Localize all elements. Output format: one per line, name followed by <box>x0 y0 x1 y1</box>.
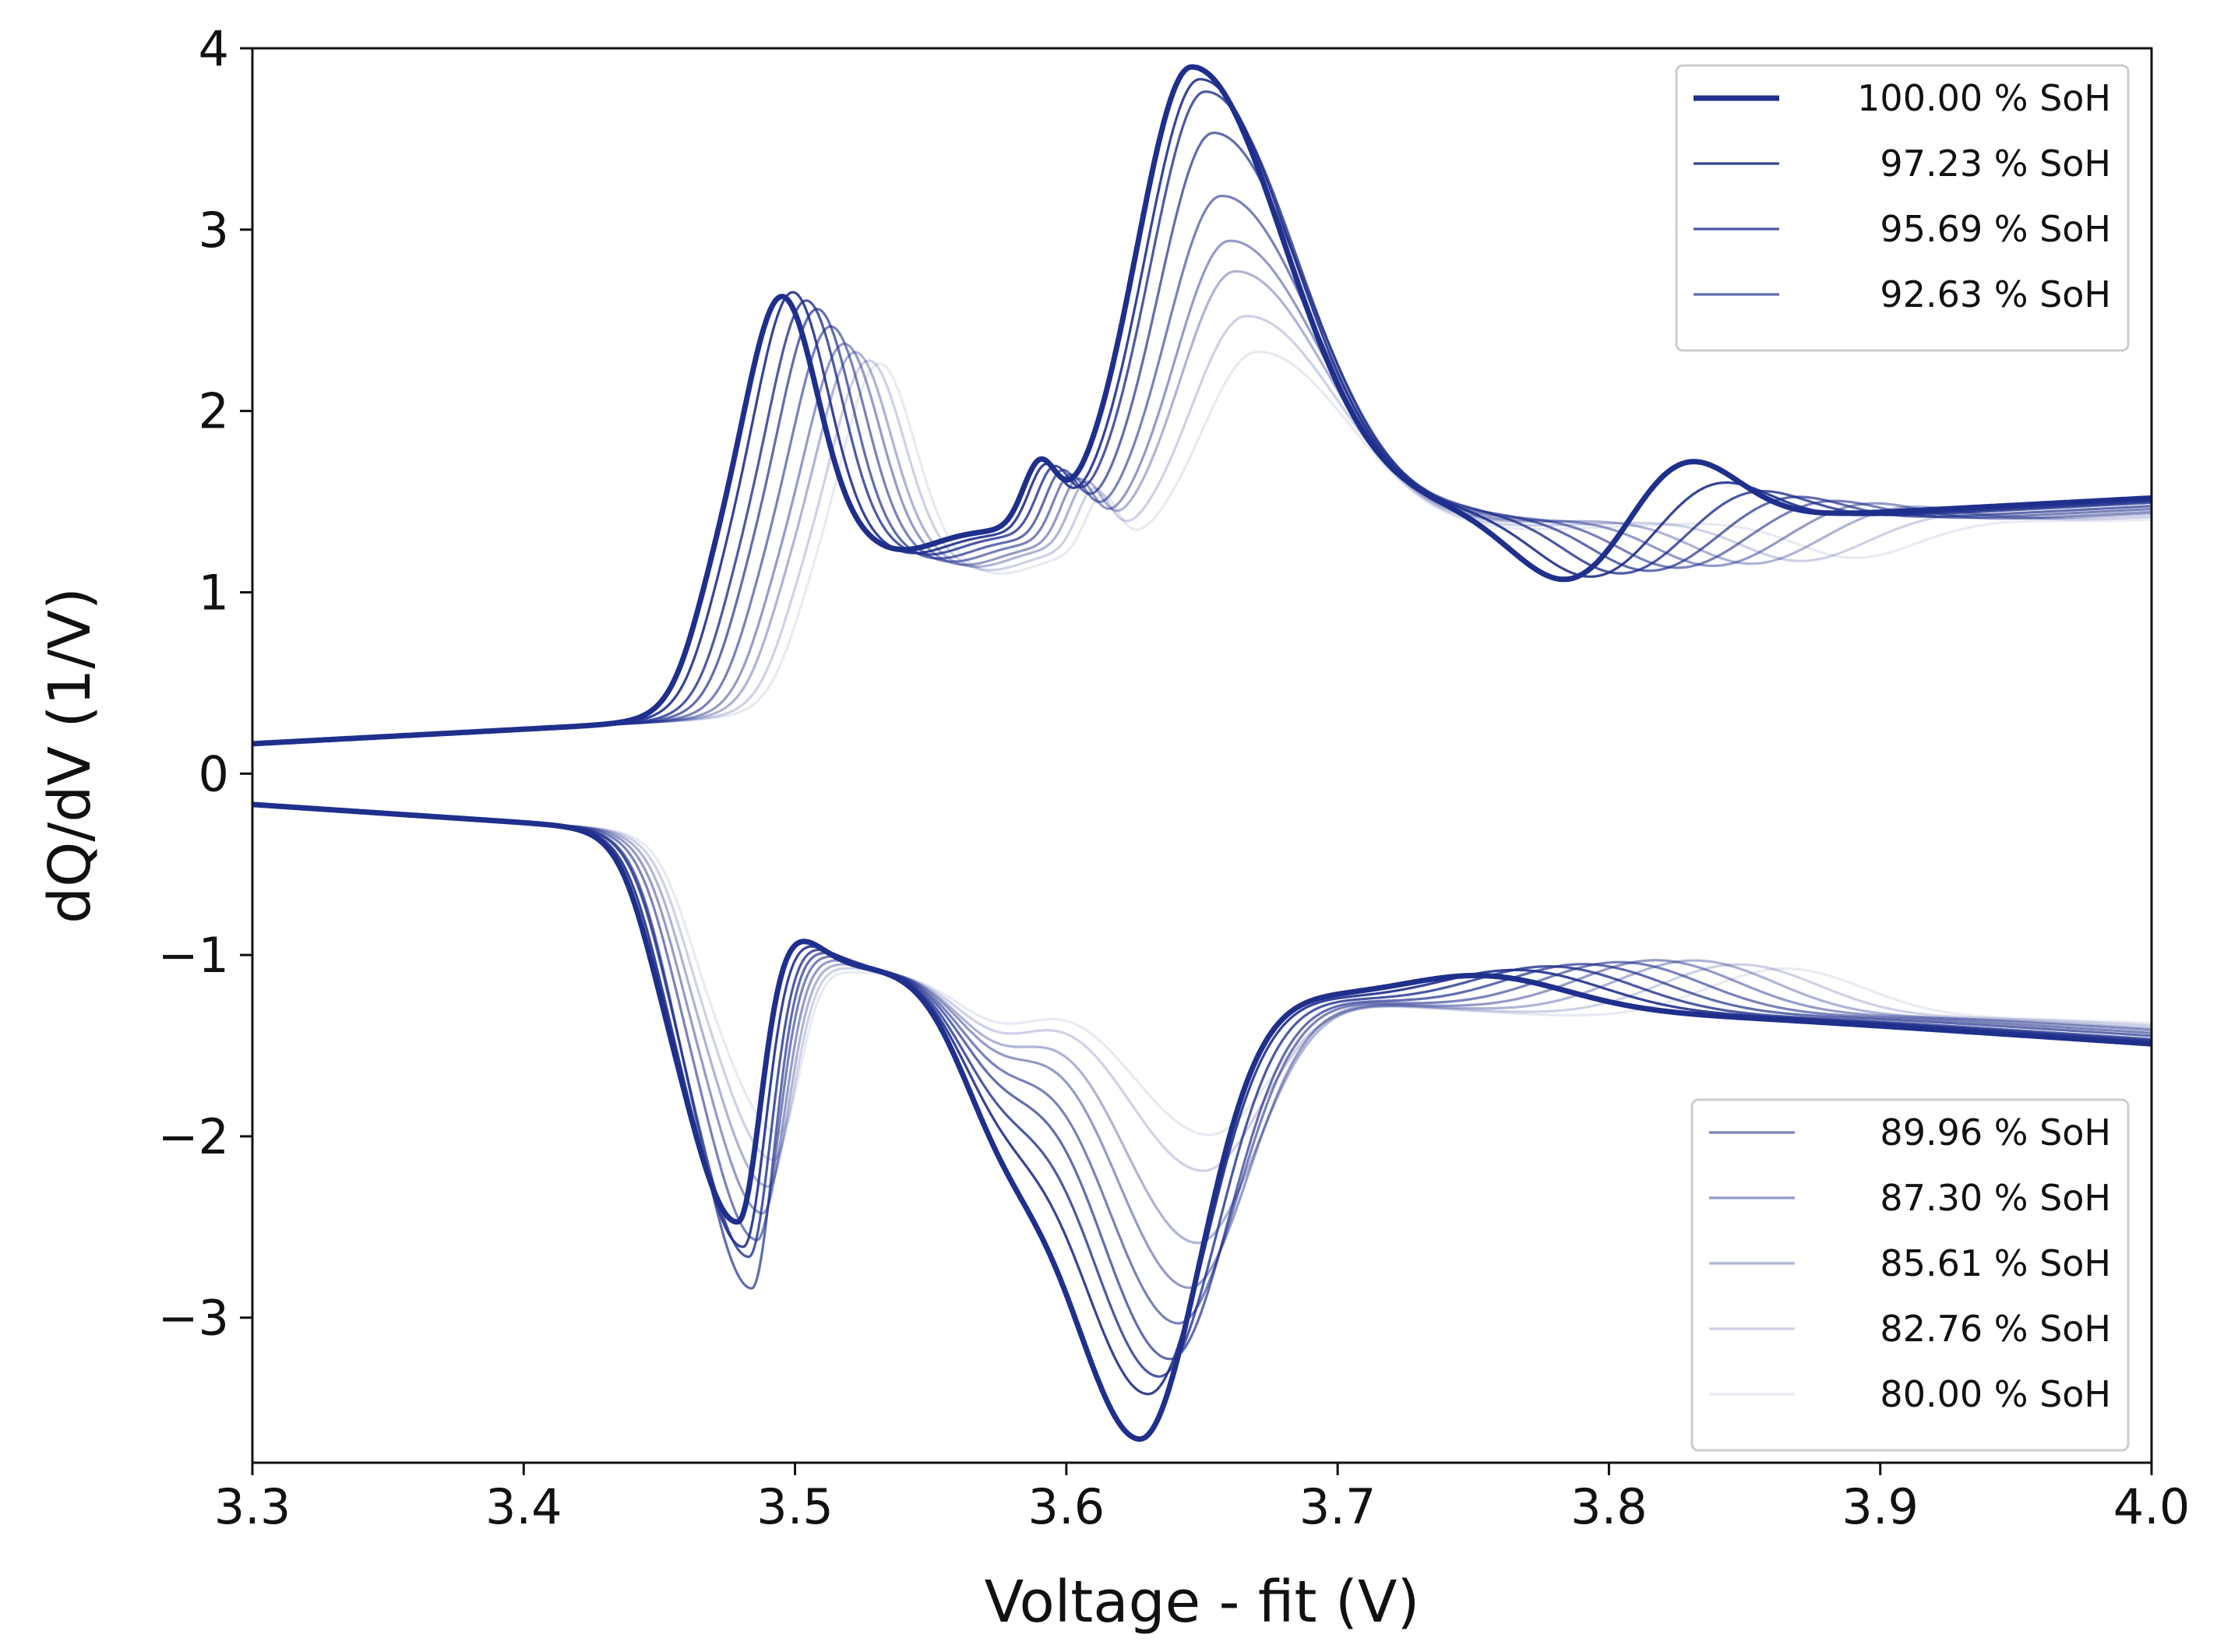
y-tick-label: −1 <box>158 927 229 984</box>
plot-frame <box>251 47 2153 1464</box>
legend-lower: 89.96 % SoH 87.30 % SoH 85.61 % SoH 82.76 %… <box>1690 1098 2130 1452</box>
x-tick-label: 3.6 <box>1028 1478 1105 1535</box>
y-axis: 4 3 2 1 0 −1 −2 −3 <box>158 20 252 1347</box>
x-axis: 3.3 3.4 3.5 3.6 3.7 3.8 3.9 4.0 <box>214 1463 2191 1535</box>
y-tick-label: 2 <box>199 383 229 440</box>
legend-entry-label: 85.61 % SoH <box>1880 1242 2111 1284</box>
legend-box <box>1675 64 2130 352</box>
x-axis-title: Voltage - fit (V) <box>985 1569 1420 1636</box>
legend-entry-label: 100.00 % SoH <box>1857 77 2111 119</box>
x-tick-label: 4.0 <box>2113 1478 2191 1535</box>
y-tick-label: 1 <box>199 564 229 621</box>
y-tick-label: −2 <box>158 1108 229 1165</box>
legend-upper: 100.00 % SoH 97.23 % SoH 95.69 % SoH 92.63 … <box>1675 64 2130 352</box>
x-tick-label: 3.9 <box>1842 1478 1919 1535</box>
legend-entry-label: 92.63 % SoH <box>1880 273 2111 315</box>
y-tick-label: 4 <box>199 20 229 77</box>
legend-entry-label: 95.69 % SoH <box>1880 208 2111 250</box>
legend-box <box>1690 1098 2130 1452</box>
legend-entry-label: 89.96 % SoH <box>1880 1111 2111 1154</box>
series-layer <box>252 64 2152 1442</box>
x-tick-label: 3.8 <box>1570 1478 1648 1535</box>
legend-entry-label: 87.30 % SoH <box>1880 1177 2111 1219</box>
y-tick-label: −3 <box>158 1290 229 1347</box>
y-axis-title: dQ/dV (1/V) <box>37 587 104 924</box>
y-tick-label: 0 <box>199 745 229 802</box>
legend-entry-label: 97.23 % SoH <box>1880 143 2111 185</box>
legend-entry-label: 82.76 % SoH <box>1880 1308 2111 1350</box>
legend-entry-label: 80.00 % SoH <box>1880 1373 2111 1415</box>
series-line-charge <box>252 64 2152 747</box>
y-tick-label: 3 <box>199 202 229 259</box>
series-line-discharge <box>252 801 2152 1442</box>
x-tick-label: 3.3 <box>214 1478 291 1535</box>
x-tick-label: 3.4 <box>485 1478 562 1535</box>
x-tick-label: 3.7 <box>1299 1478 1376 1535</box>
x-tick-label: 3.5 <box>756 1478 834 1535</box>
